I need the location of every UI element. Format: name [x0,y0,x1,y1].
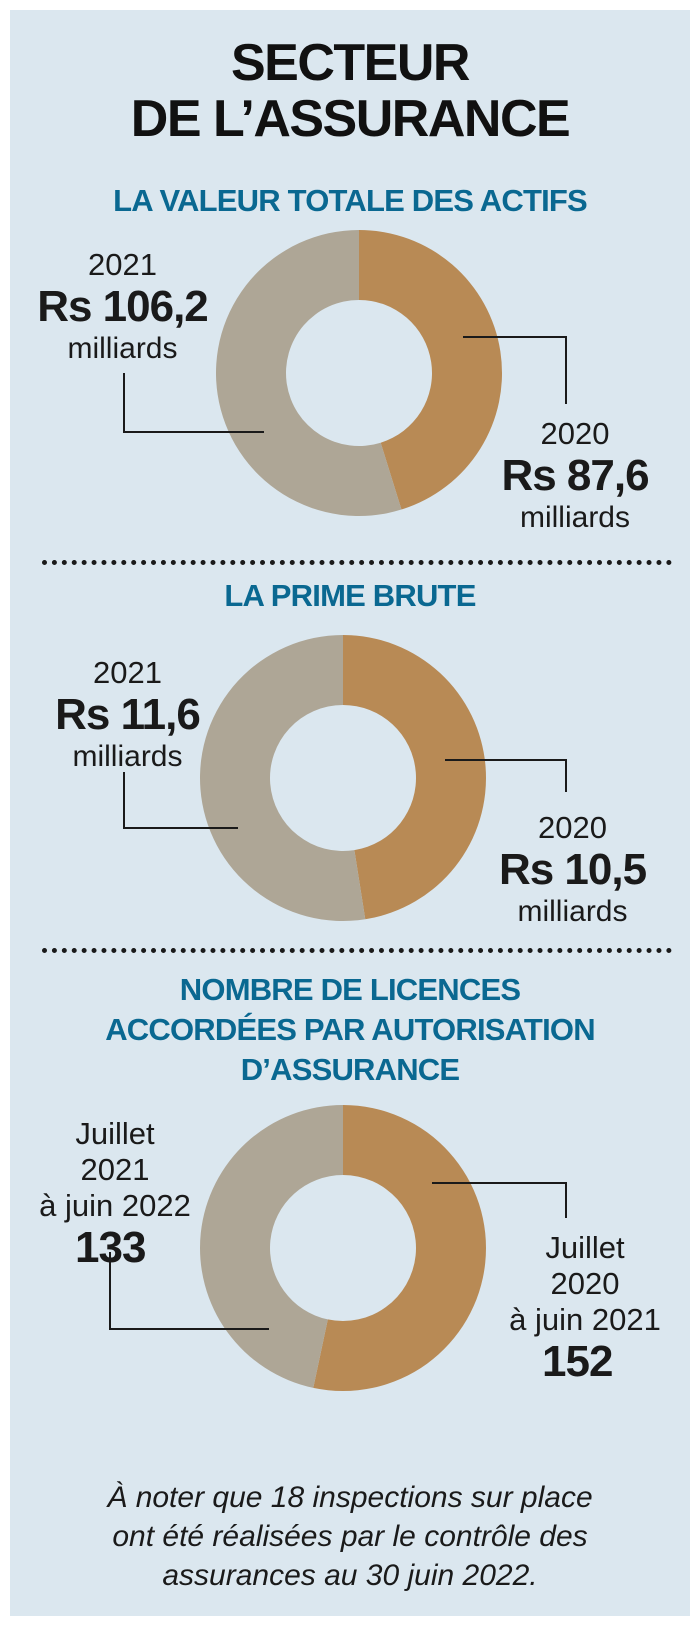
footnote: À noter que 18 inspections sur place ont… [0,1478,700,1595]
assets-2020-year: 2020 [540,416,610,451]
licences-2020-2021-label: Juillet 2020 à juin 2021 152 [500,1230,670,1386]
section-divider-1 [42,560,672,565]
assets-2020-value: Rs 87,6 [501,451,649,500]
licences-2021-2022-label: Juillet 2021 à juin 2022 133 [30,1116,200,1272]
licences-title-line-1: NOMBRE DE LICENCES [179,972,521,1007]
assets-chart-title: LA VALEUR TOTALE DES ACTIFS [113,183,588,218]
assets-2021-value: Rs 106,2 [37,282,209,331]
section-divider-2 [42,948,672,953]
premium-2021-value: Rs 11,6 [55,690,201,739]
licences-title-line-2: ACCORDÉES PAR AUTORISATION [105,1012,595,1047]
main-title-line-1: SECTEUR [231,34,470,92]
licences-2021-2022-period-1: Juillet [75,1116,155,1151]
licences-title-line-3: D’ASSURANCE [240,1052,460,1087]
leader-line [109,1252,269,1330]
leader-line [123,373,264,433]
leader-line [432,1182,567,1218]
licences-2021-2022-period-2: 2021 [80,1152,150,1187]
licences-2020-2021-period-2: 2020 [550,1266,620,1301]
leader-line [123,772,238,829]
licences-2021-2022-period-3: à juin 2022 [39,1188,191,1223]
main-title-line-2: DE L’ASSURANCE [130,90,571,148]
licences-2020-2021-period-3: à juin 2021 [509,1302,661,1337]
assets-2021-year: 2021 [88,247,157,282]
premium-chart-title: LA PRIME BRUTE [224,578,476,613]
licences-2020-2021-slice [313,1105,486,1391]
licences-2020-2021-period-1: Juillet [545,1230,625,1265]
footnote-line-1: À noter que 18 inspections sur place [107,1481,593,1514]
premium-2021-label: 2021 Rs 11,6 milliards [40,655,215,775]
leader-line [463,336,567,404]
premium-2020-label: 2020 Rs 10,5 milliards [485,810,660,930]
footnote-line-2: ont été réalisées par le contrôle des [112,1520,588,1553]
licences-2021-2022-slice [199,1105,343,1388]
premium-2020-year: 2020 [538,810,607,845]
assets-2020-slice [359,230,502,510]
premium-2021-slice [199,635,366,921]
leader-line [445,759,567,792]
premium-2021-year: 2021 [93,655,162,690]
assets-2021-slice [215,230,402,516]
premium-2020-value: Rs 10,5 [498,845,647,894]
assets-2020-label: 2020 Rs 87,6 milliards [490,416,660,536]
premium-2021-unit: milliards [72,740,183,773]
assets-2021-unit: milliards [67,332,178,365]
premium-2020-slice [343,635,486,920]
footnote-line-3: assurances au 30 juin 2022. [162,1559,538,1592]
assets-2021-label: 2021 Rs 106,2 milliards [20,247,225,367]
assets-2020-unit: milliards [519,501,630,534]
premium-2020-unit: milliards [517,895,628,928]
licences-2020-2021-value: 152 [542,1337,613,1386]
